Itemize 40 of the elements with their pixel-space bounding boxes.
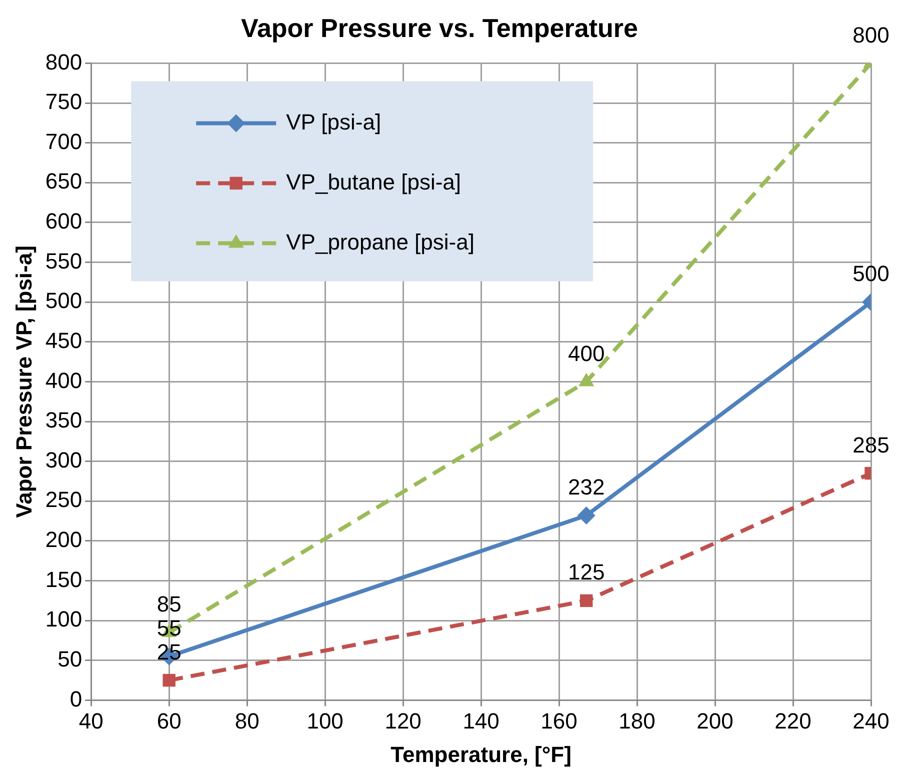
- x-tick-label: 200: [696, 708, 734, 734]
- y-tick-label: 50: [58, 646, 82, 672]
- y-tick-label: 600: [45, 208, 82, 234]
- data-label: 285: [852, 432, 890, 458]
- y-tick-label: 300: [45, 447, 82, 472]
- x-tick-label: 180: [618, 708, 656, 734]
- y-tick-label: 450: [45, 328, 82, 353]
- data-label: 232: [568, 474, 605, 500]
- y-tick-label: 650: [45, 168, 82, 194]
- x-tick-label: 80: [234, 708, 260, 734]
- y-tick-label: 150: [45, 566, 82, 592]
- x-axis-title: Temperature, [°F]: [390, 742, 572, 767]
- data-label: 800: [852, 22, 890, 48]
- y-tick-label: 750: [45, 89, 82, 114]
- x-tick-label: 100: [306, 708, 344, 734]
- data-label: 500: [852, 261, 890, 286]
- y-tick-label: 800: [45, 49, 82, 74]
- chart-title: Vapor Pressure vs. Temperature: [241, 12, 638, 43]
- point: [162, 674, 176, 687]
- x-tick-label: 120: [384, 708, 422, 734]
- legend-label: VP [psi-a]: [286, 109, 382, 134]
- y-axis-title: Vapor Pressure VP, [psi-a]: [11, 246, 36, 518]
- y-tick-label: 350: [45, 408, 82, 433]
- y-tick-label: 100: [45, 606, 82, 632]
- legend-label: VP_propane [psi-a]: [286, 229, 474, 254]
- y-tick-label: 250: [45, 487, 82, 512]
- y-tick-label: 500: [45, 288, 82, 314]
- x-tick-label: 220: [774, 708, 812, 734]
- x-tick-label: 160: [540, 708, 578, 734]
- data-label: 125: [568, 560, 605, 585]
- y-tick-label: 700: [45, 128, 82, 154]
- legend-label: VP_butane [psi-a]: [286, 169, 462, 194]
- y-tick-label: 550: [45, 248, 82, 274]
- x-tick-label: 240: [852, 708, 890, 734]
- data-label: 85: [156, 592, 182, 617]
- y-tick-label: 200: [45, 527, 82, 552]
- y-tick-label: 400: [45, 368, 82, 393]
- data-label: 400: [568, 340, 605, 366]
- x-tick-label: 60: [156, 708, 182, 734]
- x-tick-label: 140: [462, 708, 500, 734]
